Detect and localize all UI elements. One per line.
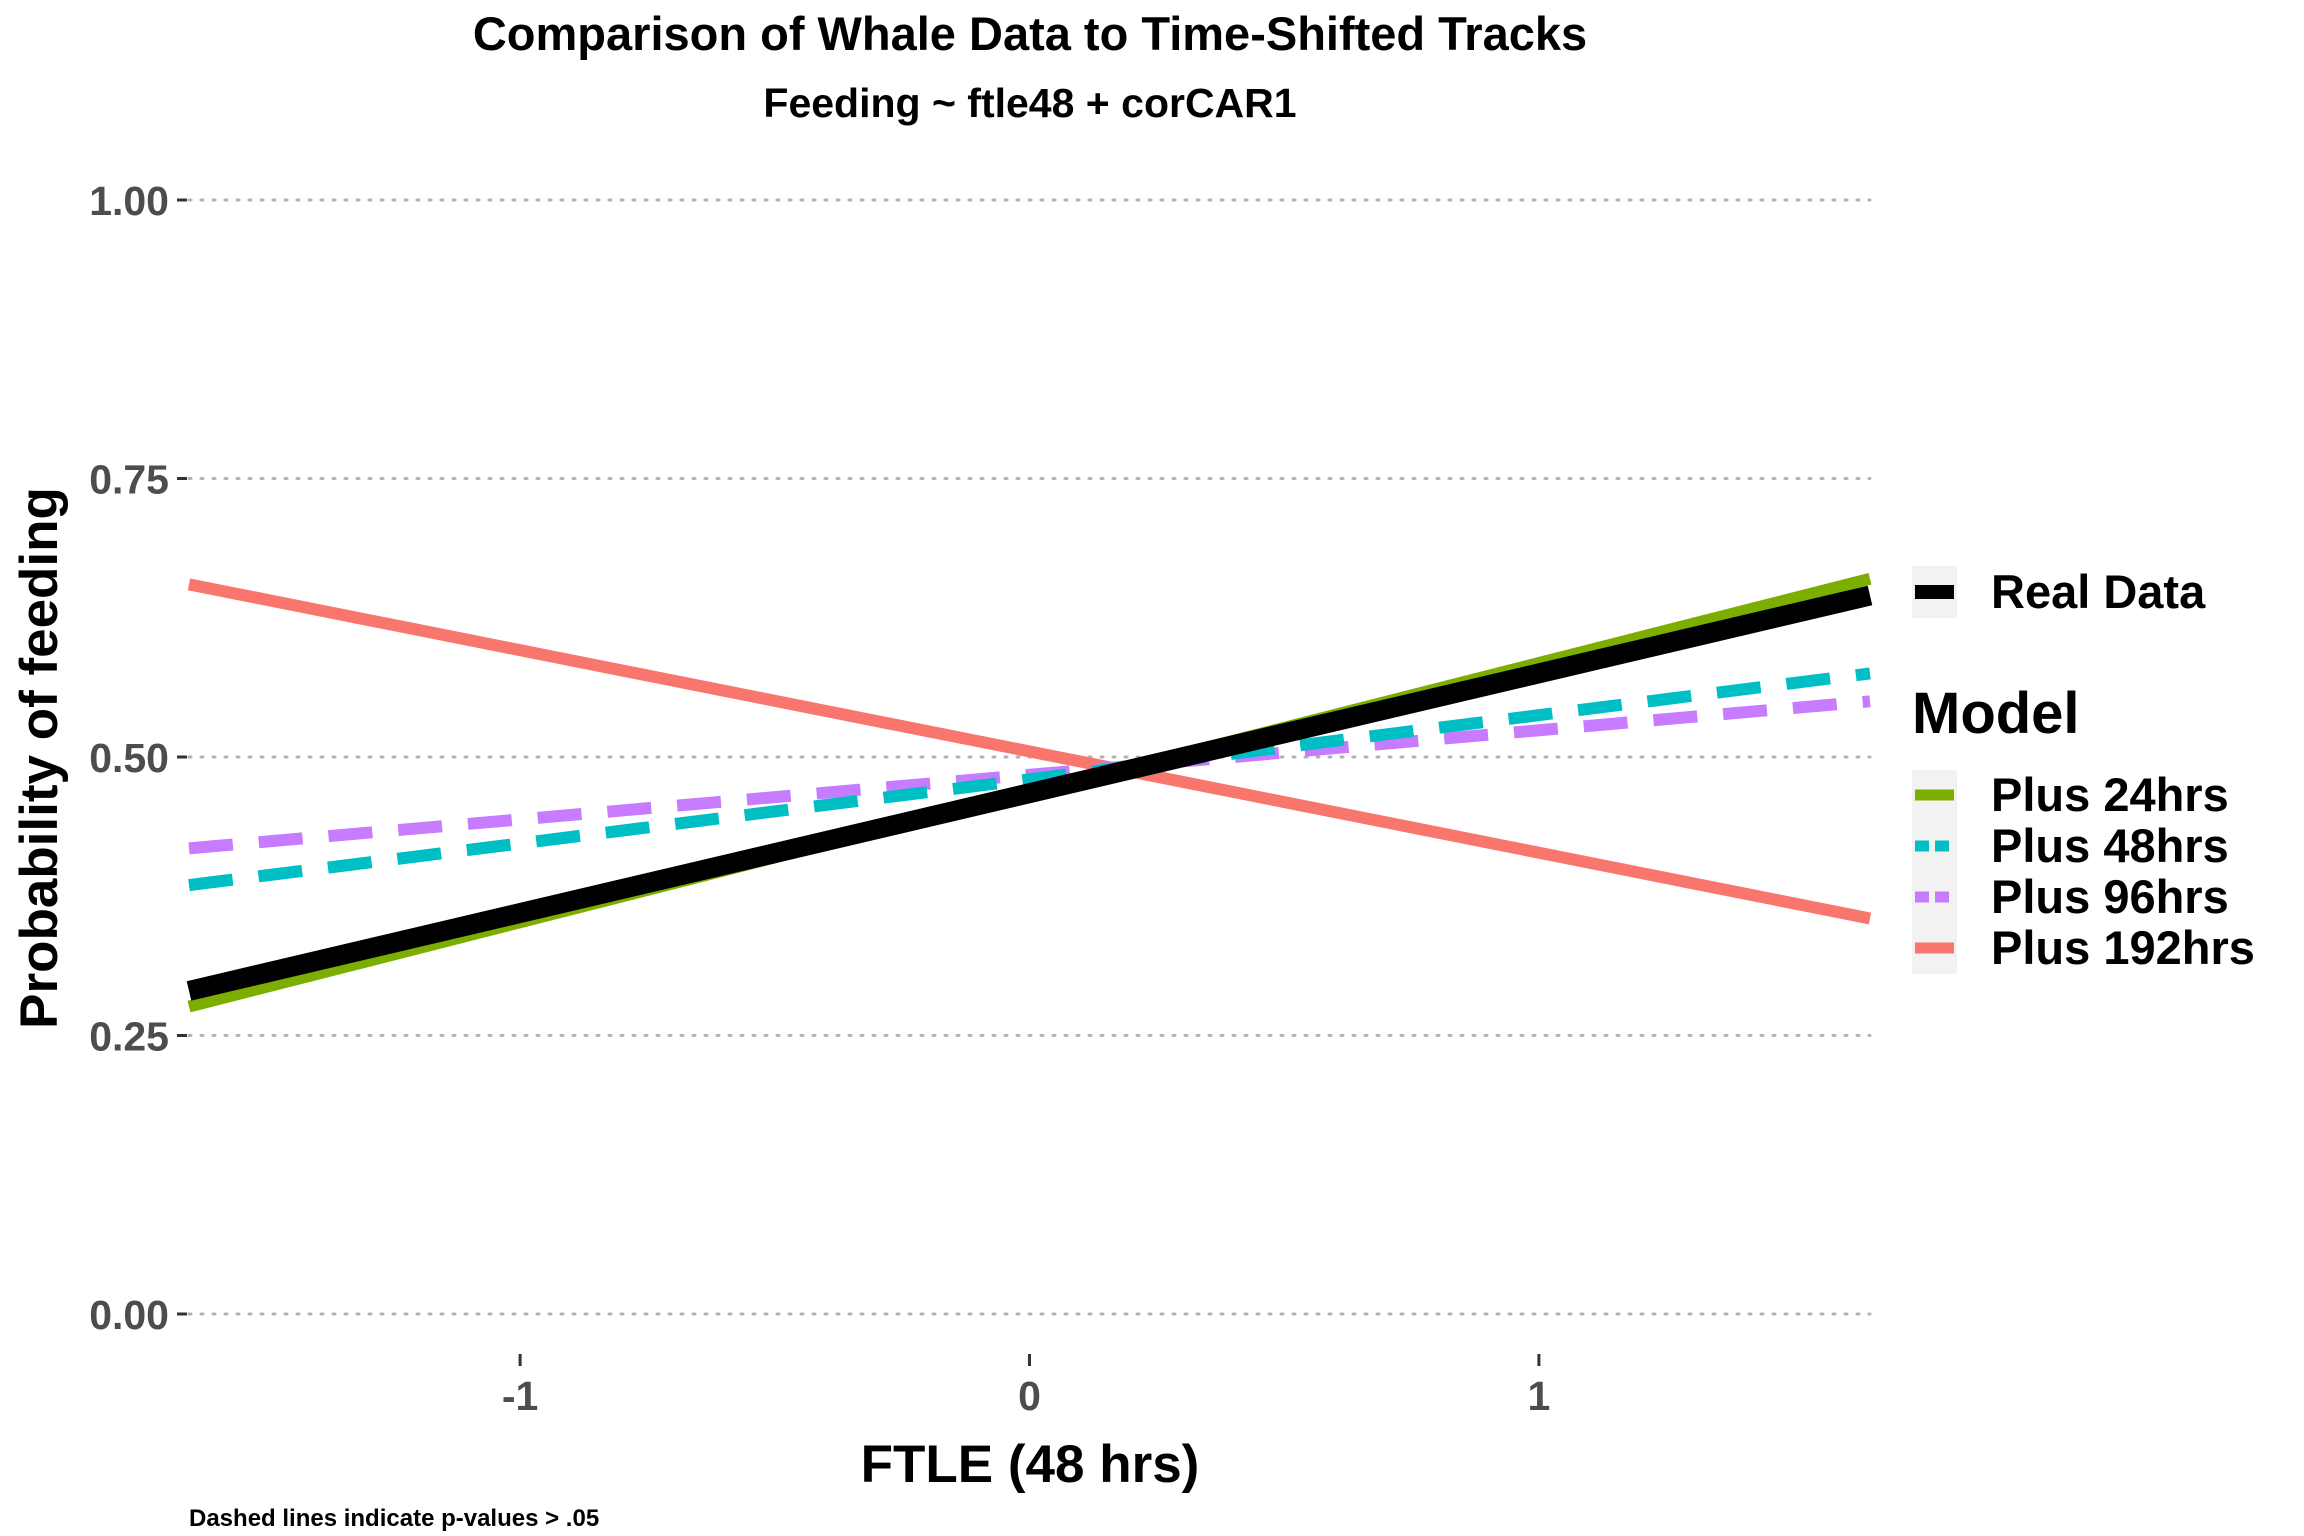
x-tick-label-2: 1	[1527, 1373, 1550, 1419]
y-tick-label-4: 1.00	[89, 178, 169, 224]
legend-label-plus-24hrs: Plus 24hrs	[1991, 768, 2229, 821]
y-tick-label-3: 0.75	[89, 457, 169, 503]
chart-subtitle: Feeding ~ ftle48 + corCAR1	[763, 80, 1296, 126]
series-line-real-data	[186, 585, 1873, 1001]
legend-label-plus-48hrs: Plus 48hrs	[1991, 819, 2229, 872]
x-axis-label: FTLE (48 hrs)	[861, 1435, 1200, 1494]
y-axis-label: Probability of feeding	[10, 487, 69, 1029]
legend-title: Model	[1912, 681, 2080, 746]
series-line-plus-192hrs	[187, 578, 1872, 925]
series-line-plus-48hrs	[188, 667, 1871, 892]
y-axis-ticks: 0.00 0.25 0.50 0.75 1.00	[89, 178, 187, 1338]
legend-label-real-data: Real Data	[1991, 565, 2206, 618]
x-axis-ticks: -1 0 1	[502, 1354, 1550, 1419]
legend-label-plus-96hrs: Plus 96hrs	[1991, 870, 2229, 923]
chart-title: Comparison of Whale Data to Time-Shifted…	[473, 7, 1587, 60]
plot-lines	[186, 572, 1873, 1013]
y-tick-label-2: 0.50	[89, 735, 169, 781]
y-tick-label-1: 0.25	[89, 1014, 169, 1060]
y-tick-label-0: 0.00	[89, 1292, 169, 1338]
legend-label-plus-192hrs: Plus 192hrs	[1991, 921, 2255, 974]
x-tick-label-1: 0	[1018, 1373, 1041, 1419]
chart-caption: Dashed lines indicate p-values > .05	[189, 1505, 599, 1532]
x-tick-label-0: -1	[502, 1373, 538, 1419]
